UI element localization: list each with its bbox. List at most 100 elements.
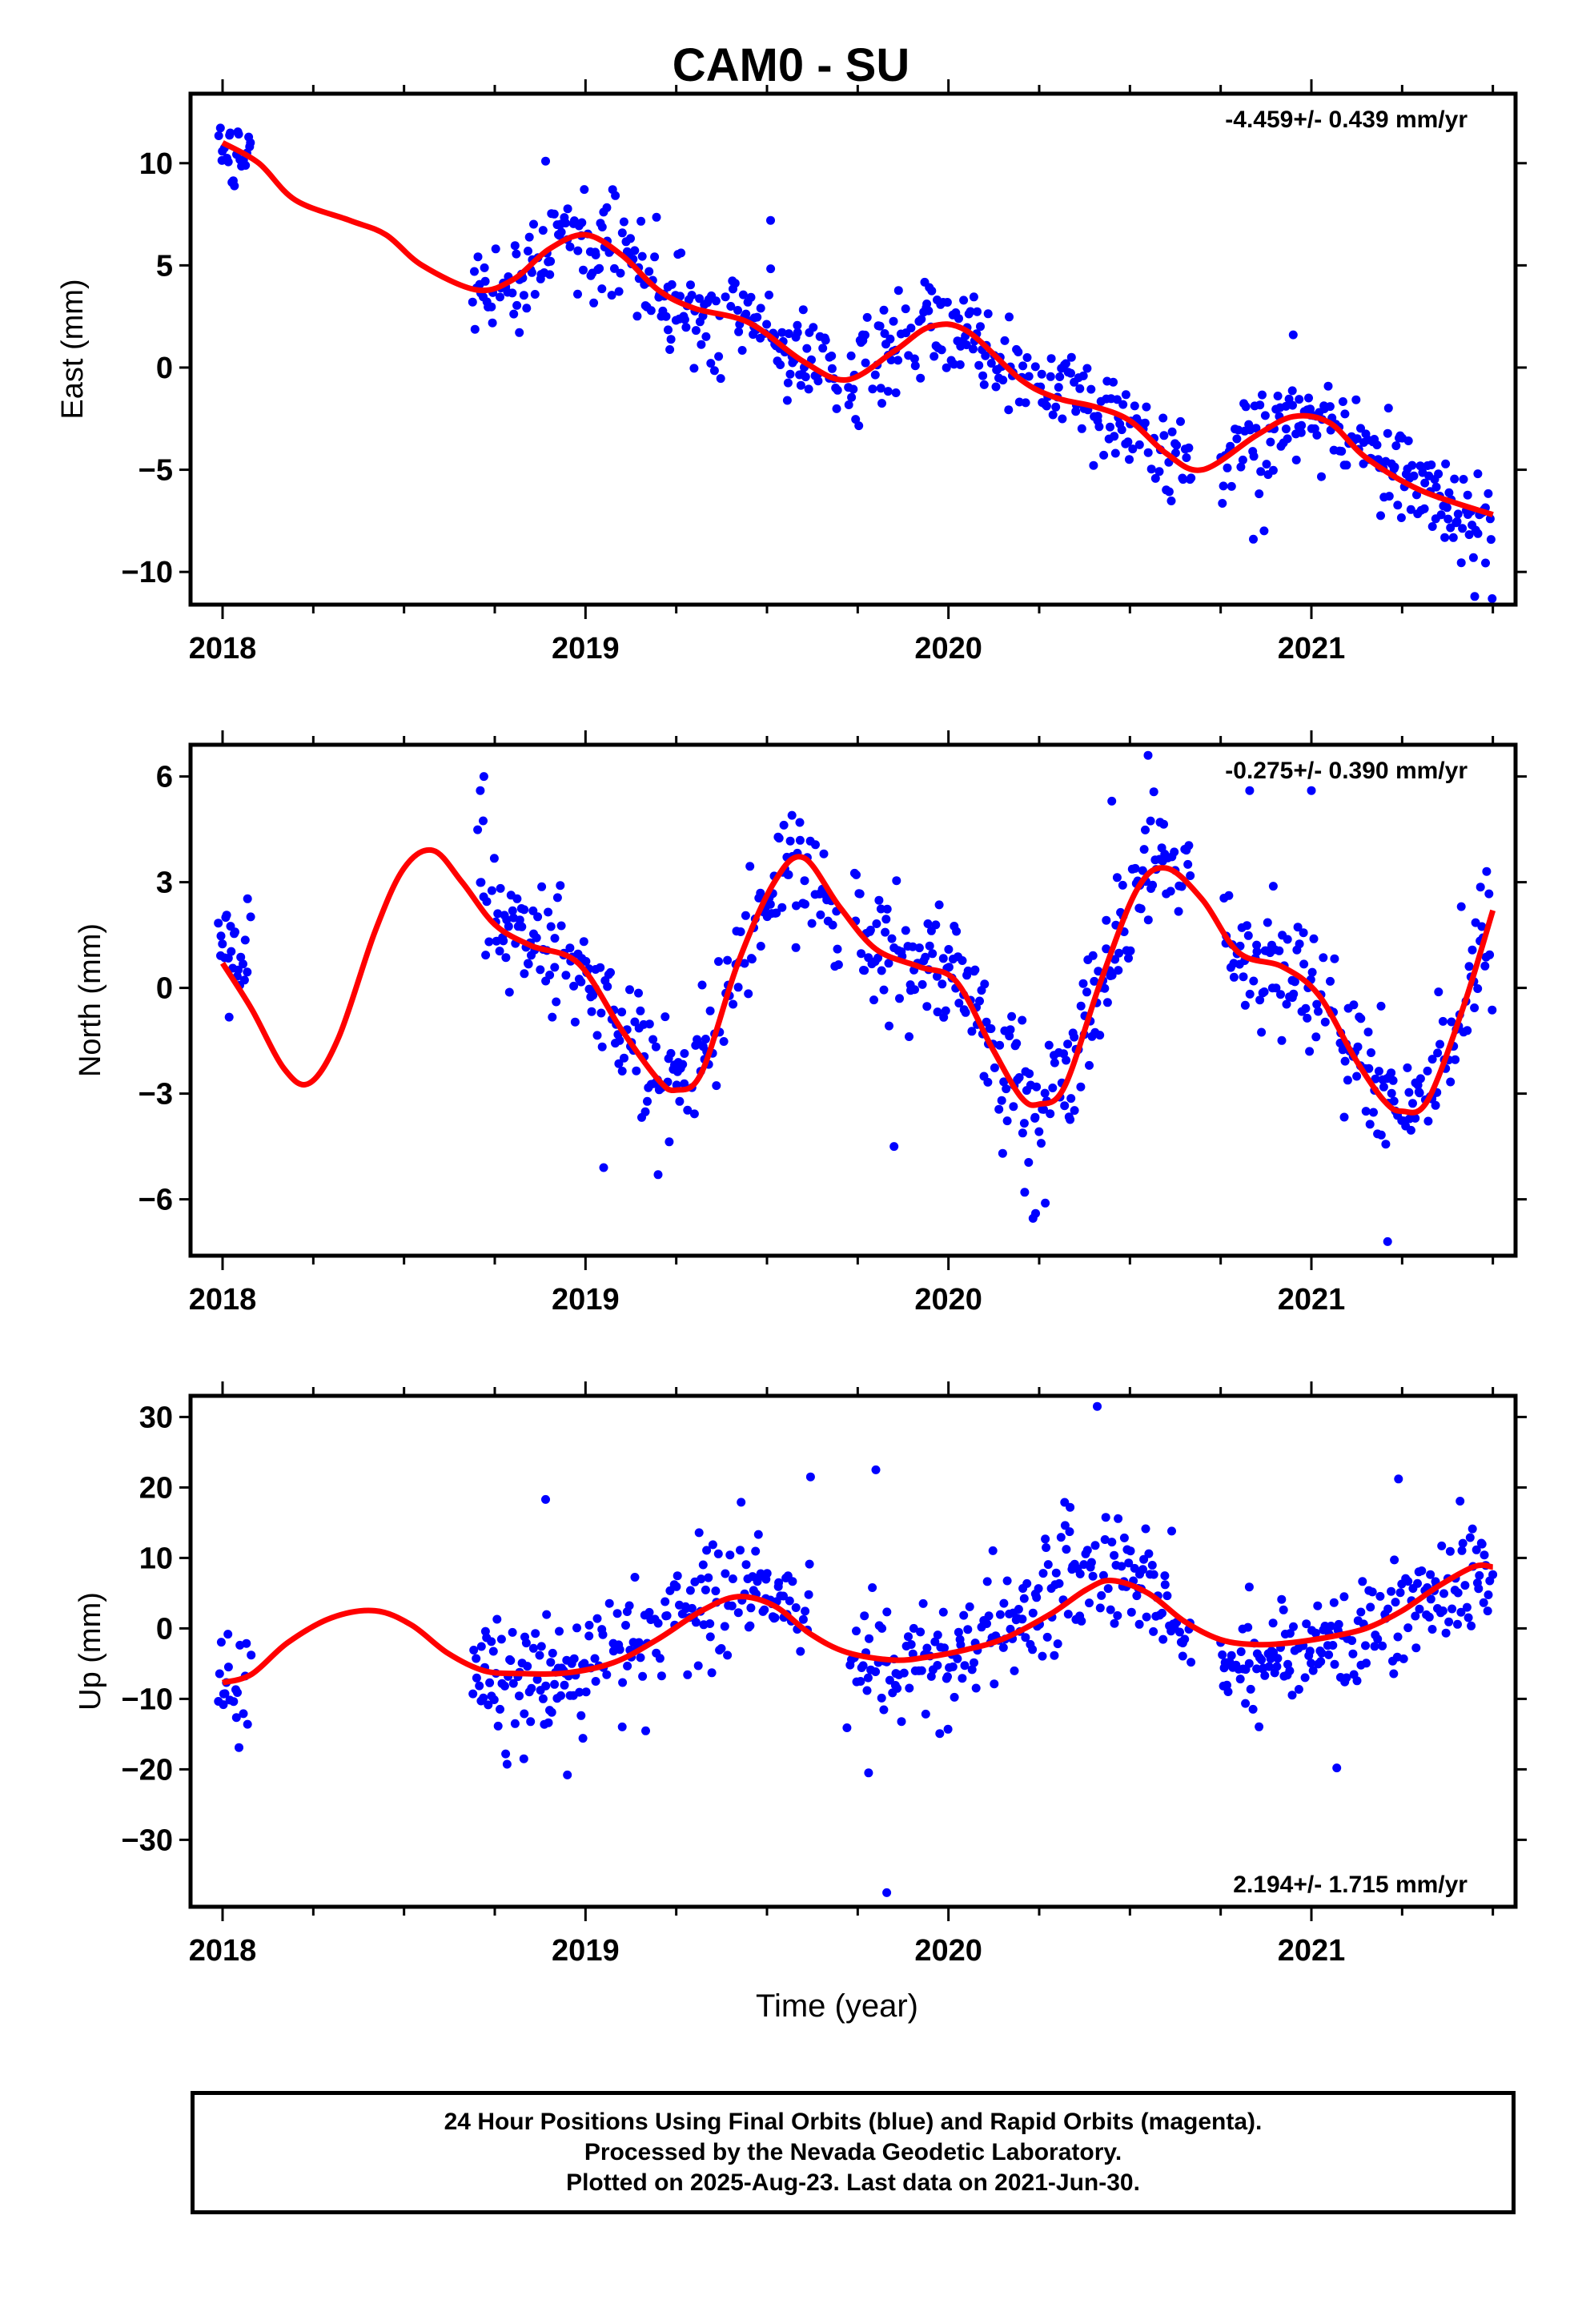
data-point bbox=[499, 936, 508, 946]
data-point bbox=[1266, 437, 1275, 447]
data-point bbox=[1050, 1058, 1059, 1068]
data-point bbox=[1334, 1619, 1343, 1629]
data-point bbox=[1149, 1626, 1158, 1636]
data-point bbox=[998, 1642, 1008, 1652]
data-point bbox=[965, 1602, 974, 1611]
data-point bbox=[1383, 1604, 1393, 1614]
data-point bbox=[1263, 918, 1272, 927]
data-point bbox=[666, 1048, 676, 1058]
data-point bbox=[1060, 1101, 1070, 1111]
data-point bbox=[1465, 1533, 1475, 1542]
data-point bbox=[776, 360, 785, 369]
data-point bbox=[1085, 1060, 1094, 1070]
data-point bbox=[728, 1574, 737, 1583]
data-point bbox=[801, 372, 810, 382]
data-point bbox=[630, 1017, 640, 1027]
data-point bbox=[1444, 488, 1454, 497]
data-point bbox=[858, 1661, 868, 1671]
data-point bbox=[1413, 1578, 1422, 1588]
data-point bbox=[606, 967, 615, 977]
outlier-point bbox=[653, 1170, 663, 1180]
data-point bbox=[1390, 462, 1399, 472]
data-point bbox=[1403, 1623, 1413, 1633]
data-point bbox=[597, 1042, 607, 1051]
data-point bbox=[475, 1681, 484, 1691]
data-point bbox=[247, 1651, 256, 1660]
data-point bbox=[1268, 465, 1278, 475]
data-point bbox=[1447, 1604, 1457, 1614]
data-point bbox=[874, 895, 884, 905]
data-point bbox=[1389, 1669, 1399, 1679]
data-point bbox=[736, 927, 745, 936]
data-point bbox=[923, 919, 933, 928]
data-point bbox=[1319, 953, 1328, 963]
data-point bbox=[787, 810, 797, 820]
data-point bbox=[1078, 979, 1088, 988]
data-point bbox=[774, 1578, 784, 1587]
data-point bbox=[704, 1573, 713, 1582]
data-point bbox=[1307, 967, 1317, 977]
data-point bbox=[849, 384, 858, 394]
data-point bbox=[1042, 1632, 1052, 1642]
data-point bbox=[738, 290, 748, 300]
data-point bbox=[575, 1687, 584, 1697]
data-point bbox=[550, 963, 560, 972]
data-point bbox=[1054, 1578, 1064, 1588]
data-point bbox=[872, 919, 881, 928]
data-point bbox=[592, 1031, 602, 1040]
data-point bbox=[765, 899, 775, 909]
data-point bbox=[701, 332, 711, 341]
data-point bbox=[544, 1718, 553, 1727]
data-point bbox=[921, 952, 930, 962]
data-point bbox=[999, 1077, 1009, 1087]
data-point bbox=[544, 907, 553, 917]
data-point bbox=[542, 1610, 552, 1619]
data-point bbox=[1066, 1502, 1075, 1512]
data-point bbox=[535, 1651, 544, 1660]
data-point bbox=[1457, 1546, 1467, 1555]
data-point bbox=[597, 284, 607, 294]
data-point bbox=[1462, 1602, 1472, 1612]
data-point bbox=[617, 228, 627, 238]
outlier-point bbox=[1107, 796, 1117, 806]
data-point bbox=[1352, 434, 1362, 444]
data-point bbox=[1415, 1074, 1425, 1084]
data-point bbox=[673, 1571, 682, 1581]
data-point bbox=[1299, 928, 1308, 938]
data-point bbox=[515, 328, 524, 337]
y-tick-label: −20 bbox=[122, 1753, 173, 1787]
data-point bbox=[997, 1096, 1006, 1105]
data-point bbox=[1110, 955, 1120, 964]
data-point bbox=[1018, 1128, 1027, 1138]
data-point bbox=[865, 1634, 873, 1643]
data-point bbox=[1395, 1588, 1405, 1598]
data-point bbox=[216, 1638, 226, 1647]
data-point bbox=[1452, 517, 1462, 526]
data-point bbox=[533, 912, 543, 922]
data-point bbox=[1030, 362, 1040, 372]
data-point bbox=[941, 1006, 950, 1015]
data-point bbox=[528, 1643, 538, 1653]
data-point bbox=[1121, 390, 1130, 400]
data-point bbox=[1241, 1699, 1251, 1708]
data-point bbox=[1393, 501, 1403, 510]
data-point bbox=[480, 276, 490, 286]
data-point bbox=[1162, 1591, 1172, 1601]
data-point bbox=[1378, 1641, 1387, 1651]
data-point bbox=[944, 963, 954, 972]
data-point bbox=[1246, 1684, 1255, 1694]
data-point bbox=[492, 1614, 502, 1624]
data-point bbox=[791, 943, 801, 952]
data-point bbox=[603, 982, 612, 991]
data-point bbox=[1141, 1524, 1150, 1534]
data-point bbox=[581, 1687, 591, 1697]
data-point bbox=[220, 1689, 230, 1699]
data-point bbox=[1103, 1584, 1113, 1594]
y-tick-label: −10 bbox=[122, 556, 173, 589]
data-point bbox=[1304, 393, 1313, 403]
panel-east: 10 5 0 −5 −10 2018 2019 2020 2021 East (mm) -4.459… bbox=[56, 79, 1527, 665]
data-point bbox=[246, 912, 255, 922]
data-point bbox=[1251, 424, 1261, 433]
data-point bbox=[617, 1007, 627, 1017]
data-point bbox=[784, 870, 793, 879]
